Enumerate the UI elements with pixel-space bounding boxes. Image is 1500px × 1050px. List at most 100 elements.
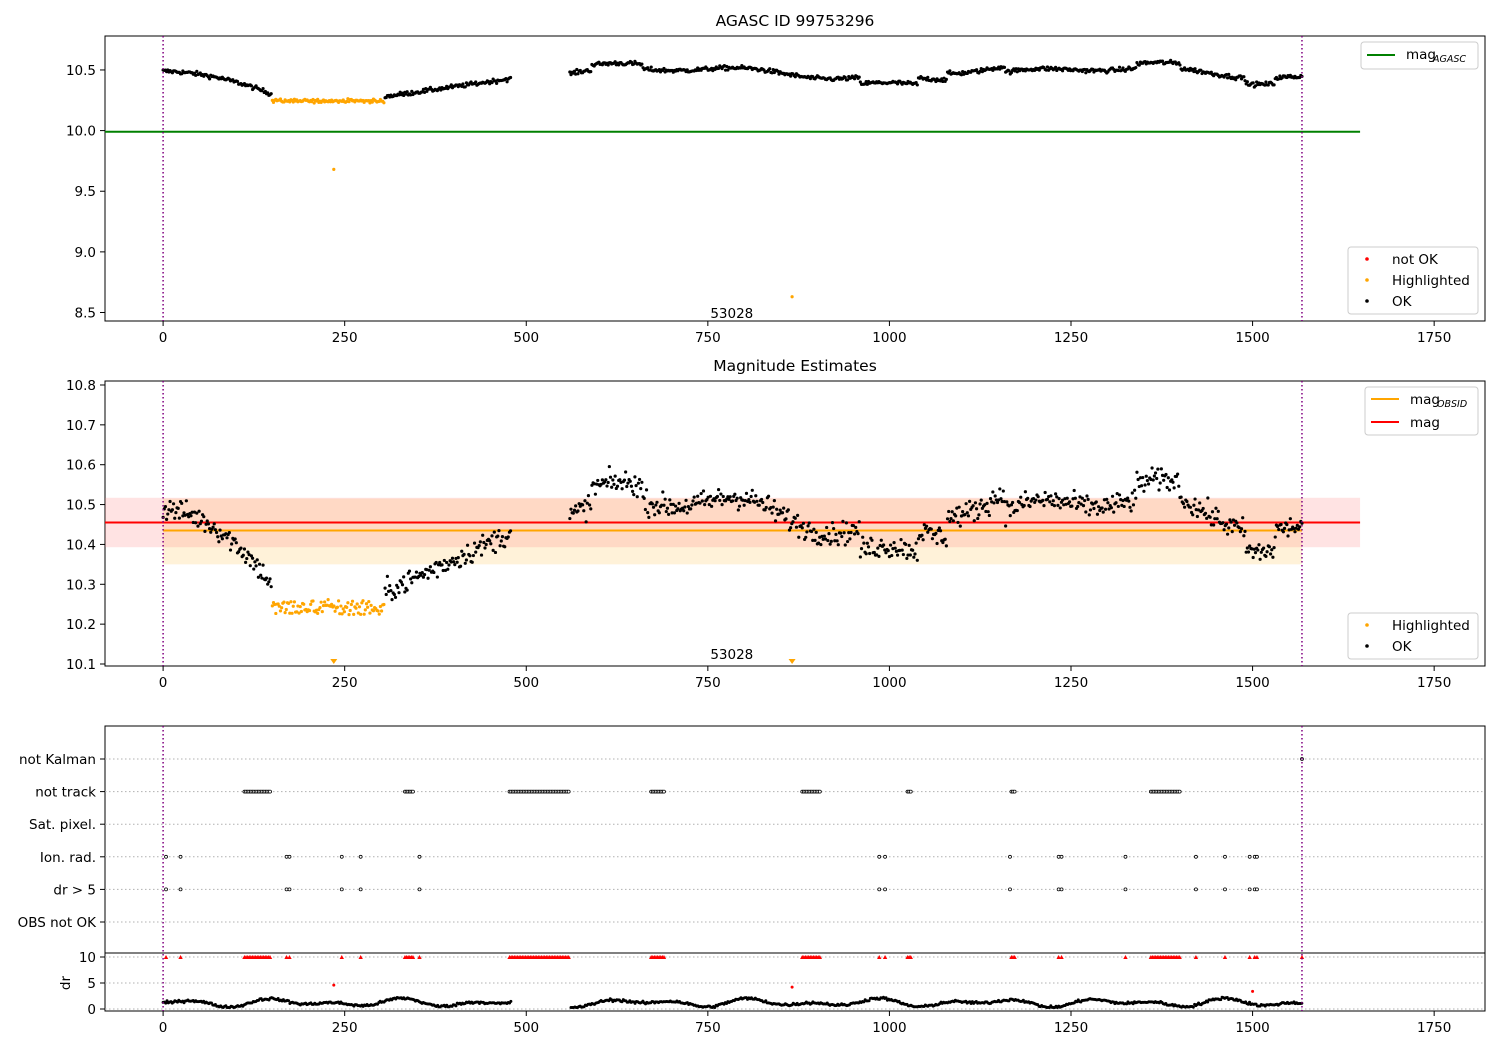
data-point <box>841 519 845 523</box>
data-point <box>266 91 270 95</box>
data-point <box>649 65 653 69</box>
legend-label-subscript: OBSID <box>1437 399 1467 410</box>
data-point <box>1142 489 1146 493</box>
data-point <box>865 541 869 545</box>
data-point <box>827 532 831 536</box>
dr-point <box>1206 1000 1210 1004</box>
flag-row-label: Ion. rad. <box>40 850 96 866</box>
dr-point <box>1219 998 1223 1002</box>
data-point <box>965 511 969 515</box>
flag-marker <box>1223 854 1227 859</box>
data-point <box>342 610 346 614</box>
data-point <box>1070 504 1074 508</box>
data-point <box>1009 503 1014 507</box>
data-point <box>973 501 978 505</box>
data-point <box>1156 467 1160 471</box>
data-point <box>207 77 212 81</box>
data-point <box>474 80 478 84</box>
flag-marker <box>883 854 887 859</box>
data-point <box>1208 515 1212 519</box>
data-point <box>721 494 725 499</box>
data-point <box>319 600 323 604</box>
data-point <box>335 605 340 609</box>
data-point <box>988 496 993 501</box>
data-point <box>452 560 456 564</box>
flag-marker <box>908 789 913 794</box>
data-point <box>288 611 292 615</box>
data-point <box>482 540 486 545</box>
data-point <box>257 562 262 566</box>
data-point <box>993 494 997 498</box>
data-point <box>347 613 351 617</box>
x-tick-label: 750 <box>695 330 721 346</box>
data-point <box>402 575 406 579</box>
data-point <box>505 80 509 84</box>
offscale-marker <box>788 659 796 664</box>
data-point <box>199 519 204 523</box>
data-point <box>1116 504 1120 509</box>
data-point <box>964 502 968 506</box>
data-point <box>914 80 918 85</box>
data-point <box>772 499 776 503</box>
data-point <box>1216 509 1220 513</box>
data-point <box>1144 474 1148 478</box>
data-point <box>777 512 781 516</box>
data-point <box>496 534 500 538</box>
panel-title-magnitude: Magnitude Estimates <box>713 357 877 375</box>
flag-marker <box>417 887 422 892</box>
data-point <box>1281 530 1285 534</box>
dr-capped-marker <box>882 955 888 959</box>
data-point <box>341 607 345 611</box>
data-point <box>1033 500 1037 505</box>
data-point <box>434 560 438 565</box>
data-point <box>1008 514 1012 518</box>
x-tick-label: 1750 <box>1417 330 1451 346</box>
data-point <box>468 554 472 558</box>
data-point <box>736 508 740 512</box>
data-point <box>1129 509 1133 513</box>
data-point <box>1293 530 1297 534</box>
data-point <box>1210 510 1215 514</box>
data-point <box>726 68 730 72</box>
dr-capped-marker <box>661 955 667 959</box>
data-point <box>1193 497 1197 501</box>
data-point <box>1262 546 1266 550</box>
data-point <box>1130 491 1134 495</box>
data-point <box>613 474 617 478</box>
data-point <box>662 66 666 71</box>
data-point <box>1192 69 1196 74</box>
data-point <box>309 602 313 607</box>
data-point <box>171 502 176 506</box>
data-point <box>1080 496 1084 500</box>
data-point <box>976 516 980 521</box>
data-point <box>1170 478 1174 482</box>
dr-capped-marker <box>877 955 882 959</box>
data-point <box>220 537 224 541</box>
dr-capped-marker <box>1247 955 1252 959</box>
flag-marker <box>287 887 292 892</box>
data-point <box>582 509 586 513</box>
data-point <box>383 586 387 590</box>
data-point <box>503 545 507 549</box>
dr-point <box>509 999 513 1003</box>
data-point <box>807 521 811 525</box>
data-point <box>727 497 731 502</box>
data-point <box>1225 532 1230 536</box>
data-point <box>574 504 578 508</box>
data-point <box>1192 503 1196 507</box>
dr-red-point <box>332 983 336 987</box>
y-tick-label: 0 <box>87 1002 96 1018</box>
data-point <box>941 79 945 84</box>
data-point <box>472 541 477 545</box>
data-point <box>352 612 356 616</box>
data-point <box>405 588 409 592</box>
data-point <box>992 501 996 505</box>
data-point <box>1167 488 1172 492</box>
data-point <box>642 496 646 500</box>
data-point <box>1110 494 1115 498</box>
data-point <box>484 542 488 547</box>
data-point <box>441 568 445 573</box>
data-point <box>1133 488 1137 492</box>
data-point <box>364 602 369 606</box>
x-tick-label: 500 <box>513 330 539 346</box>
